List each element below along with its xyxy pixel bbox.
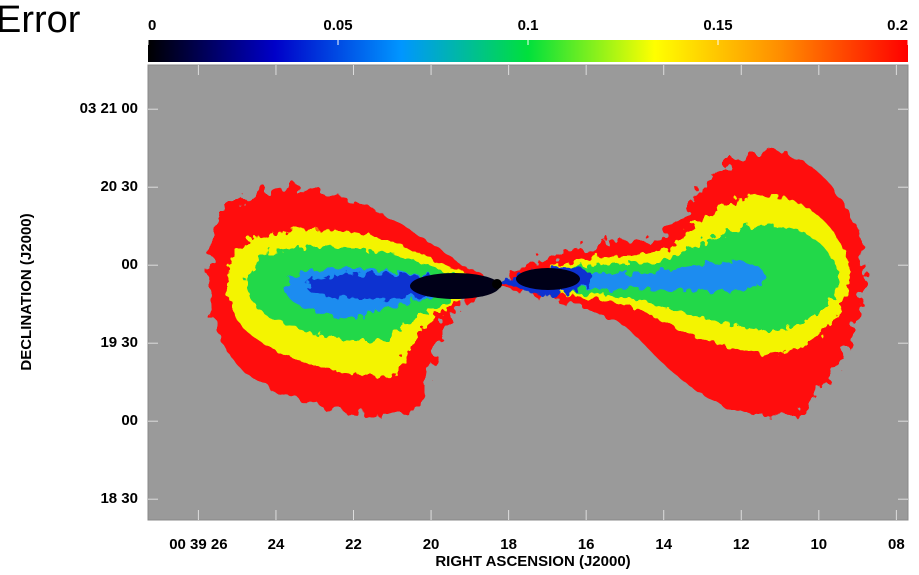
x-tick-label: 00 39 26 (169, 536, 227, 553)
y-tick-label: 00 (121, 256, 138, 273)
x-axis-label: RIGHT ASCENSION (J2000) (435, 553, 630, 570)
x-tick-label: 12 (733, 536, 750, 553)
y-tick-label: 03 21 00 (80, 100, 138, 117)
x-tick-label: 16 (578, 536, 595, 553)
x-tick-label: 20 (423, 536, 440, 553)
x-tick-label: 22 (345, 536, 362, 553)
x-tick-label: 08 (888, 536, 905, 553)
y-axis-label: DECLINATION (J2000) (18, 213, 35, 370)
chart-title: Error (0, 0, 81, 41)
colorbar-tick-label: 0 (148, 17, 156, 34)
y-tick-label: 20 30 (100, 178, 138, 195)
x-tick-label: 14 (655, 536, 672, 553)
colorbar-tick-label: 0.1 (518, 17, 539, 34)
colorbar-tick-label: 0.2 (887, 17, 908, 34)
emission-core (410, 268, 580, 299)
colorbar-tick-label: 0.05 (323, 17, 352, 34)
colorbar-tick-label: 0.15 (703, 17, 732, 34)
x-tick-label: 24 (268, 536, 285, 553)
x-tick-label: 18 (500, 536, 517, 553)
y-tick-label: 19 30 (100, 334, 138, 351)
image (148, 65, 908, 520)
y-tick-label: 00 (121, 412, 138, 429)
colorbar (148, 40, 908, 62)
y-tick-label: 18 30 (100, 490, 138, 507)
plot-frame (147, 64, 909, 521)
x-tick-label: 10 (810, 536, 827, 553)
